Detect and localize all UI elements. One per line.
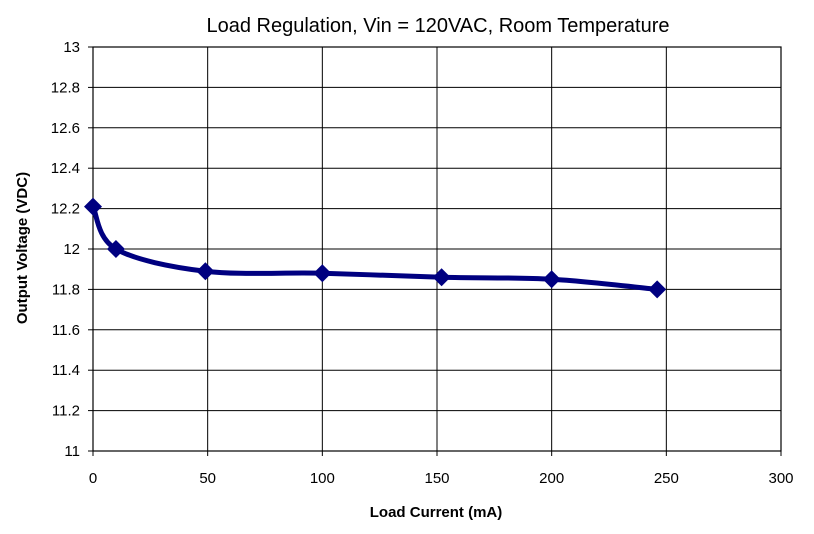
data-point-marker <box>106 240 125 258</box>
y-axis-label: Output Voltage (VDC) <box>14 172 31 324</box>
y-axis-ticks: 11 11.2 11.4 11.6 11.8 12 12.2 12.4 12.6 12.8 13 <box>51 39 93 460</box>
y-tick-label: 12 <box>63 241 80 258</box>
data-point-marker <box>432 268 451 287</box>
data-point-marker <box>84 197 102 216</box>
x-tick-label: 100 <box>310 470 335 487</box>
x-tick-label: 50 <box>199 470 216 487</box>
y-tick-label: 12.8 <box>51 79 80 96</box>
grid-lines <box>92 46 782 452</box>
x-tick-label: 300 <box>768 470 793 487</box>
chart-title: Load Regulation, Vin = 120VAC, Room Temp… <box>206 15 669 37</box>
data-point-marker <box>313 264 332 283</box>
x-tick-label: 0 <box>89 470 97 487</box>
series-layer <box>84 197 667 299</box>
y-tick-label: 11 <box>64 443 80 460</box>
y-tick-label: 11.2 <box>52 403 80 420</box>
x-tick-label: 200 <box>539 470 564 487</box>
x-axis-label: Load Current (mA) <box>370 504 503 521</box>
y-tick-label: 12.4 <box>51 160 80 177</box>
x-tick-label: 150 <box>424 470 449 487</box>
y-tick-label: 11.6 <box>52 322 80 339</box>
x-tick-label: 250 <box>654 470 679 487</box>
x-axis-ticks: 0 50 100 150 200 250 300 <box>89 451 794 487</box>
data-point-marker <box>542 270 561 289</box>
y-tick-label: 12.6 <box>51 120 80 137</box>
y-tick-label: 12.2 <box>51 201 80 218</box>
y-tick-label: 13 <box>63 39 80 56</box>
y-tick-label: 11.4 <box>52 362 80 379</box>
y-tick-label: 11.8 <box>52 281 80 298</box>
data-point-marker <box>196 262 215 281</box>
series-line <box>90 204 660 292</box>
data-point-marker <box>648 280 667 299</box>
